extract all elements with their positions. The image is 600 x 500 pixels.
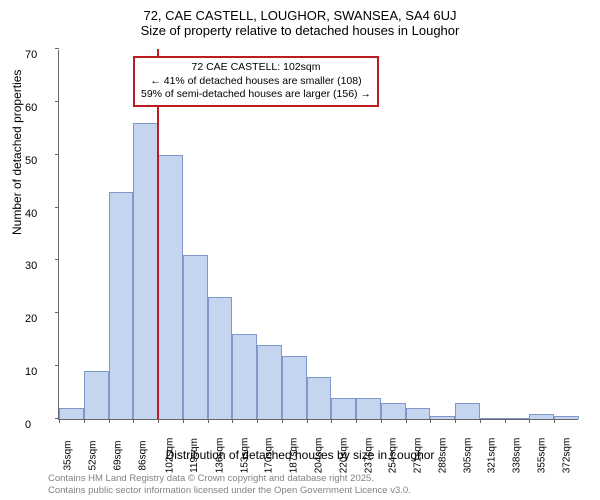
histogram-bar bbox=[356, 398, 381, 419]
x-tick-mark bbox=[208, 419, 209, 423]
x-tick-mark bbox=[430, 419, 431, 423]
y-tick-mark bbox=[55, 154, 59, 155]
y-tick-mark bbox=[55, 365, 59, 366]
histogram-bar bbox=[208, 297, 233, 419]
histogram-bar bbox=[307, 377, 332, 419]
footer-line1: Contains HM Land Registry data © Crown c… bbox=[48, 473, 411, 484]
x-tick-mark bbox=[232, 419, 233, 423]
histogram-bar bbox=[133, 123, 158, 419]
histogram-bar bbox=[109, 192, 134, 419]
x-tick-mark bbox=[529, 419, 530, 423]
histogram-bar bbox=[158, 155, 183, 419]
y-tick-label: 0 bbox=[25, 419, 31, 431]
y-tick-mark bbox=[55, 48, 59, 49]
histogram-bar bbox=[505, 418, 530, 419]
histogram-bar bbox=[480, 418, 505, 419]
footer-line2: Contains public sector information licen… bbox=[48, 485, 411, 496]
x-tick-mark bbox=[381, 419, 382, 423]
histogram-bar bbox=[59, 408, 84, 419]
x-tick-mark bbox=[59, 419, 60, 423]
callout-line2: ← 41% of detached houses are smaller (10… bbox=[141, 75, 371, 89]
x-tick-mark bbox=[356, 419, 357, 423]
y-axis-label: Number of detached properties bbox=[10, 70, 24, 235]
footer-attribution: Contains HM Land Registry data © Crown c… bbox=[48, 473, 411, 496]
x-tick-mark bbox=[109, 419, 110, 423]
y-tick-label: 10 bbox=[25, 366, 37, 378]
histogram-bar bbox=[331, 398, 356, 419]
y-tick-mark bbox=[55, 312, 59, 313]
histogram-bar bbox=[381, 403, 406, 419]
x-tick-mark bbox=[307, 419, 308, 423]
x-tick-mark bbox=[455, 419, 456, 423]
histogram-bar bbox=[282, 356, 307, 419]
callout-line1: 72 CAE CASTELL: 102sqm bbox=[141, 61, 371, 75]
histogram-bar bbox=[554, 416, 579, 419]
x-tick-mark bbox=[480, 419, 481, 423]
y-tick-label: 30 bbox=[25, 260, 37, 272]
y-tick-label: 70 bbox=[25, 49, 37, 61]
x-axis-label: Distribution of detached houses by size … bbox=[0, 448, 600, 462]
x-tick-mark bbox=[505, 419, 506, 423]
histogram-bar bbox=[257, 345, 282, 419]
y-tick-mark bbox=[55, 207, 59, 208]
histogram-bar bbox=[406, 408, 431, 419]
x-tick-mark bbox=[84, 419, 85, 423]
y-tick-mark bbox=[55, 101, 59, 102]
y-tick-label: 60 bbox=[25, 102, 37, 114]
x-tick-mark bbox=[282, 419, 283, 423]
y-tick-label: 40 bbox=[25, 208, 37, 220]
y-tick-mark bbox=[55, 259, 59, 260]
histogram-bar bbox=[232, 334, 257, 419]
histogram-bar bbox=[455, 403, 480, 419]
x-tick-mark bbox=[183, 419, 184, 423]
chart-title-line2: Size of property relative to detached ho… bbox=[0, 23, 600, 42]
histogram-bar bbox=[183, 255, 208, 419]
x-tick-mark bbox=[158, 419, 159, 423]
x-tick-mark bbox=[133, 419, 134, 423]
y-tick-label: 50 bbox=[25, 155, 37, 167]
histogram-bar bbox=[529, 414, 554, 419]
x-tick-mark bbox=[554, 419, 555, 423]
property-callout: 72 CAE CASTELL: 102sqm← 41% of detached … bbox=[133, 56, 379, 107]
x-tick-mark bbox=[257, 419, 258, 423]
x-tick-mark bbox=[331, 419, 332, 423]
histogram-bar bbox=[84, 371, 109, 419]
chart-plot-area: 01020304050607035sqm52sqm69sqm86sqm102sq… bbox=[58, 50, 578, 420]
x-tick-mark bbox=[406, 419, 407, 423]
y-tick-label: 20 bbox=[25, 313, 37, 325]
callout-line3: 59% of semi-detached houses are larger (… bbox=[141, 88, 371, 102]
chart-title-line1: 72, CAE CASTELL, LOUGHOR, SWANSEA, SA4 6… bbox=[0, 0, 600, 23]
histogram-bar bbox=[430, 416, 455, 419]
